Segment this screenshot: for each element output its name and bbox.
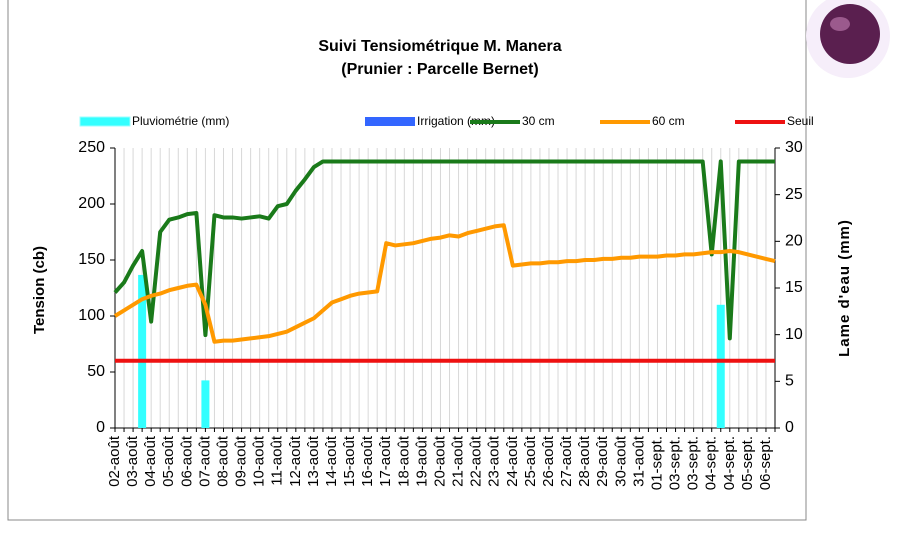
y2-tick-label: 15 bbox=[785, 279, 803, 296]
x-tick-label: 09-août bbox=[233, 435, 250, 487]
y2-tick-label: 25 bbox=[785, 186, 803, 203]
x-tick-label: 17-août bbox=[377, 435, 394, 487]
x-tick-label: 29-août bbox=[594, 435, 611, 487]
x-tick-label: 05-août bbox=[160, 435, 177, 487]
y2-tick-label: 20 bbox=[785, 233, 803, 250]
x-tick-label: 28-août bbox=[576, 435, 593, 487]
x-tick-label: 12-août bbox=[287, 435, 304, 487]
x-tick-label: 31-août bbox=[630, 435, 647, 487]
x-tick-label: 14-août bbox=[323, 435, 340, 487]
x-tick-label: 08-août bbox=[214, 435, 231, 487]
y2-tick-label: 10 bbox=[785, 326, 803, 343]
y2-axis-title: Lame d'eau (mm) bbox=[836, 219, 853, 357]
chart-title: Suivi Tensiométrique M. Manera bbox=[318, 38, 561, 55]
x-tick-label: 06-août bbox=[178, 435, 195, 487]
x-tick-label: 03-sept. bbox=[667, 436, 684, 490]
legend-swatch bbox=[80, 117, 130, 126]
y-tick-label: 200 bbox=[78, 195, 105, 212]
x-tick-label: 25-août bbox=[522, 435, 539, 487]
legend-swatch bbox=[365, 117, 415, 126]
x-tick-label: 02-août bbox=[106, 435, 123, 487]
x-tick-label: 05-sept. bbox=[739, 436, 756, 490]
x-tick-label: 11-août bbox=[269, 435, 286, 486]
x-tick-label: 30-août bbox=[612, 435, 629, 487]
x-tick-label: 18-août bbox=[395, 435, 412, 487]
x-tick-label: 03-sept. bbox=[685, 436, 702, 490]
y2-tick-label: 5 bbox=[785, 373, 794, 390]
bar bbox=[717, 305, 725, 428]
chart-subtitle: (Prunier : Parcelle Bernet) bbox=[341, 61, 538, 78]
x-tick-label: 16-août bbox=[359, 435, 376, 487]
y-tick-label: 150 bbox=[78, 251, 105, 268]
chart: Suivi Tensiométrique M. Manera (Prunier … bbox=[0, 0, 902, 533]
x-tick-label: 13-août bbox=[305, 435, 322, 487]
x-tick-label: 04-sept. bbox=[721, 436, 738, 490]
y2-tick-label: 0 bbox=[785, 419, 794, 436]
x-tick-label: 27-août bbox=[558, 435, 575, 487]
legend-label: 30 cm bbox=[522, 114, 555, 128]
y-tick-label: 250 bbox=[78, 139, 105, 156]
y-tick-label: 50 bbox=[87, 363, 105, 380]
x-tick-label: 23-août bbox=[486, 435, 503, 487]
bar bbox=[201, 380, 209, 428]
x-tick-label: 20-août bbox=[431, 435, 448, 487]
x-tick-label: 01-sept. bbox=[648, 436, 665, 490]
legend-label: Pluviométrie (mm) bbox=[132, 114, 229, 128]
x-tick-label: 24-août bbox=[504, 435, 521, 487]
x-tick-label: 21-août bbox=[450, 435, 467, 487]
y-tick-label: 0 bbox=[96, 419, 105, 436]
x-tick-label: 04-août bbox=[142, 435, 159, 487]
x-tick-label: 04-sept. bbox=[703, 436, 720, 490]
y-tick-label: 100 bbox=[78, 307, 105, 324]
x-tick-label: 10-août bbox=[251, 435, 268, 487]
x-tick-label: 22-août bbox=[468, 435, 485, 487]
x-tick-label: 06-sept. bbox=[757, 436, 774, 490]
x-tick-label: 19-août bbox=[413, 435, 430, 487]
x-tick-label: 07-août bbox=[196, 435, 213, 487]
y-axis-title: Tension (cb) bbox=[31, 246, 48, 334]
x-tick-label: 03-août bbox=[124, 435, 141, 487]
x-tick-label: 15-août bbox=[341, 435, 358, 487]
x-tick-label: 26-août bbox=[540, 435, 557, 487]
page: Suivi Tensiométrique M. Manera (Prunier … bbox=[0, 0, 902, 538]
y2-tick-label: 30 bbox=[785, 139, 803, 156]
plum-image bbox=[806, 0, 890, 78]
legend-label: 60 cm bbox=[652, 114, 685, 128]
legend-label: Seuil bbox=[787, 114, 814, 128]
